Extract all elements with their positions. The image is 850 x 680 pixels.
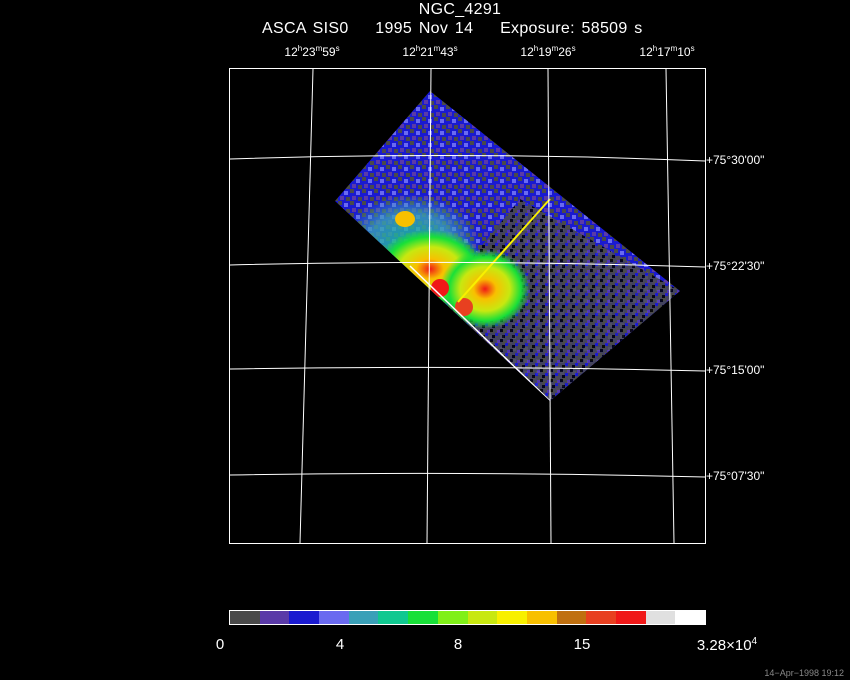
timestamp-footer: 14−Apr−1998 19:12 bbox=[764, 668, 844, 678]
colorbar-swatch-15 bbox=[675, 611, 705, 624]
dec-label-4: +75°07'30" bbox=[706, 469, 765, 483]
observation-info: ASCA SIS0 1995 Nov 14 Exposure: 58509 s bbox=[262, 20, 663, 38]
colorbar-label-8: 8 bbox=[453, 636, 463, 653]
xray-image-svg bbox=[229, 68, 706, 544]
dec-label-3: +75°15'00" bbox=[706, 363, 765, 377]
colorbar-label-max: 3.28×104 bbox=[696, 636, 758, 654]
dec-label-2: +75°22'30" bbox=[706, 259, 765, 273]
ra-label-2: 12h21m43s bbox=[402, 44, 458, 59]
exposure-label: Exposure: 58509 s bbox=[500, 20, 643, 37]
xray-image-panel bbox=[229, 68, 706, 544]
colorbar-swatch-8 bbox=[467, 611, 498, 624]
colorbar-label-4: 4 bbox=[335, 636, 345, 653]
coordinate-grid bbox=[229, 68, 706, 544]
colorbar-swatch-0 bbox=[230, 611, 260, 624]
colorbar-swatch-3 bbox=[319, 611, 349, 624]
dec-label-1: +75°30'00" bbox=[706, 153, 765, 167]
ra-label-3: 12h19m26s bbox=[520, 44, 576, 59]
colorbar-swatch-10 bbox=[526, 611, 557, 624]
colorbar-swatch-12 bbox=[586, 611, 616, 624]
colorbar-swatch-2 bbox=[289, 611, 320, 624]
colorbar-swatch-4 bbox=[348, 611, 379, 624]
colorbar-swatch-9 bbox=[497, 611, 527, 624]
ra-label-4: 12h17m10s bbox=[639, 44, 695, 59]
colorbar-swatch-13 bbox=[615, 611, 646, 624]
colorbar-swatch-6 bbox=[408, 611, 438, 624]
image-title: NGC_4291 bbox=[418, 1, 502, 18]
instrument-label: ASCA SIS0 bbox=[262, 20, 349, 37]
colorbar-swatch-14 bbox=[645, 611, 676, 624]
colorbar-swatch-7 bbox=[437, 611, 468, 624]
colorbar-label-0: 0 bbox=[215, 636, 225, 653]
color-scale-bar bbox=[229, 610, 706, 625]
colorbar-label-15: 15 bbox=[573, 636, 591, 653]
colorbar-swatch-1 bbox=[259, 611, 290, 624]
colorbar-swatch-5 bbox=[378, 611, 409, 624]
detector-image bbox=[335, 91, 680, 401]
ra-label-1: 12h23m59s bbox=[284, 44, 340, 59]
colorbar-swatch-11 bbox=[556, 611, 587, 624]
observation-date: 1995 Nov 14 bbox=[375, 20, 474, 37]
